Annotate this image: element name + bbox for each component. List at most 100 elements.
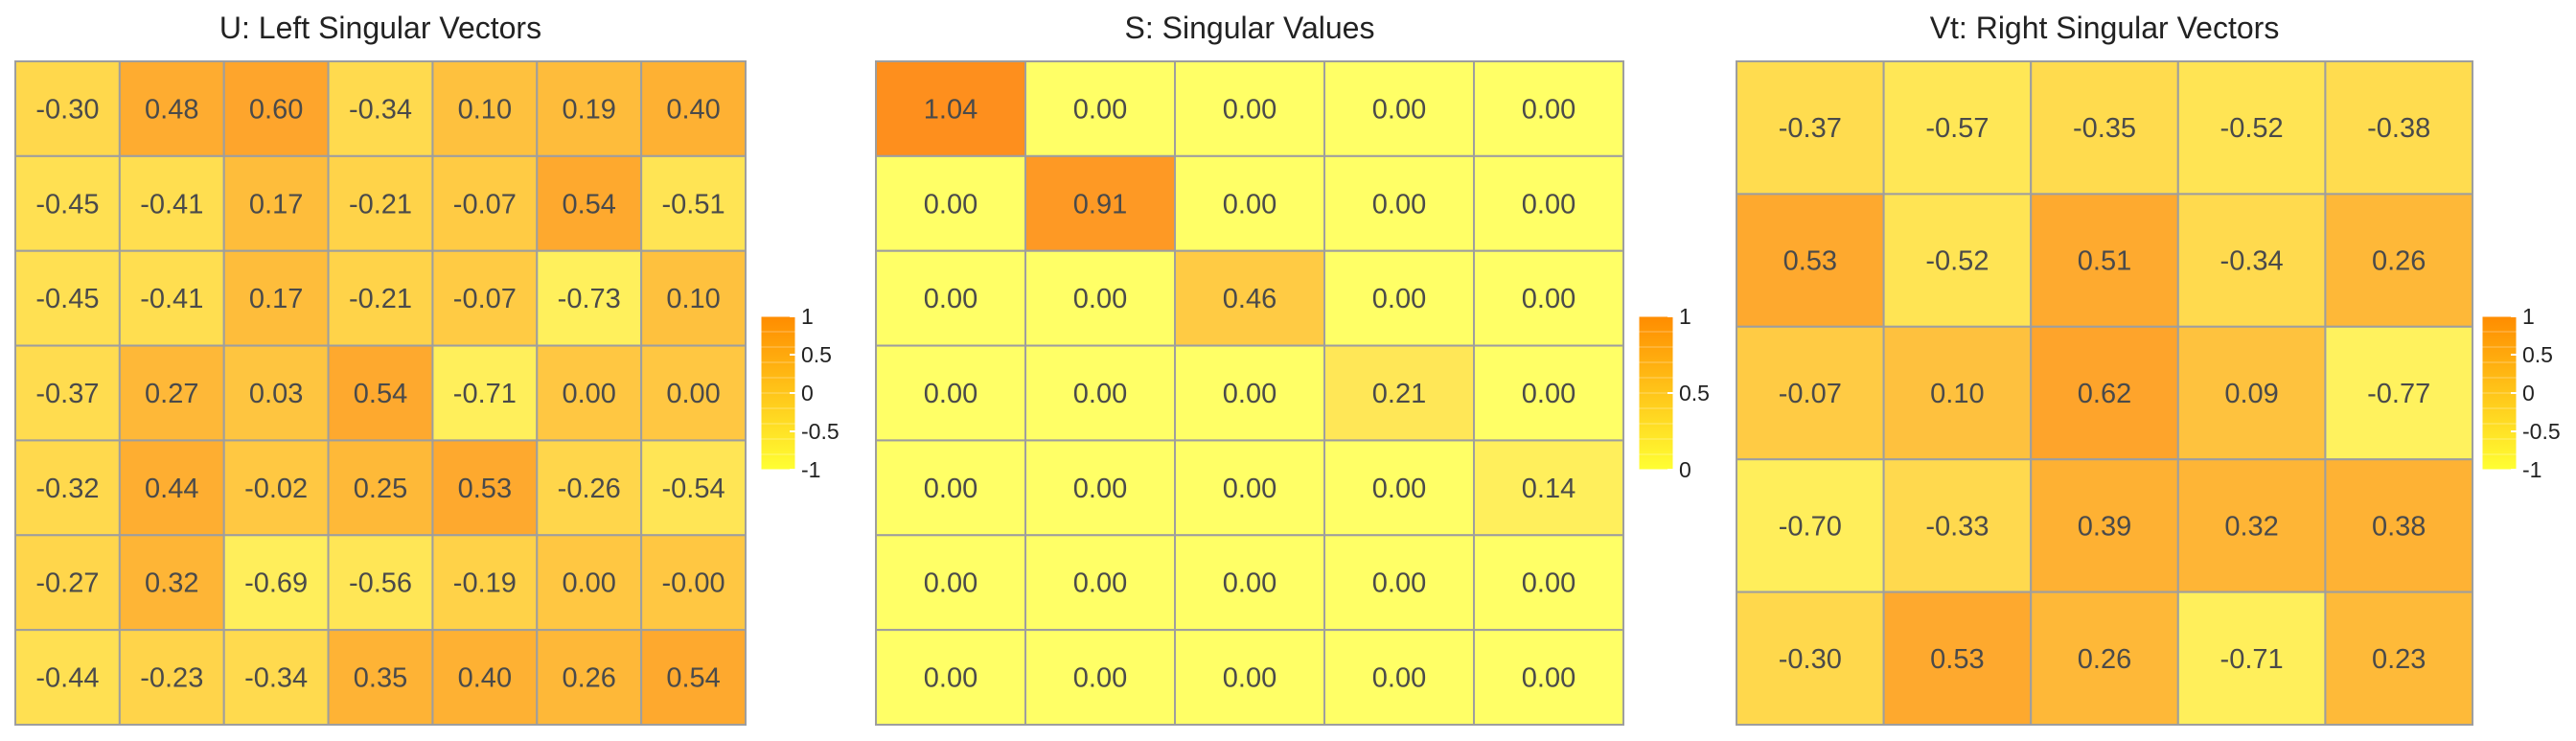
cell-value-label: 0.00 <box>1372 94 1426 125</box>
cell-value-label: 0.00 <box>1522 94 1576 125</box>
heatmap-cell <box>1323 629 1475 727</box>
cell-value-label: 0.00 <box>562 379 615 409</box>
heatmap-cell <box>536 249 643 347</box>
heatmap-cell <box>875 439 1026 537</box>
heatmap-cell <box>1323 439 1475 537</box>
cell-value-label: -0.69 <box>244 568 308 599</box>
cell-value-label: -0.77 <box>2367 379 2430 409</box>
heatmap-panel-1: U: Left Singular Vectors -0.30 0.48 0.60 -0.… <box>14 11 840 727</box>
heatmap-cell <box>2030 60 2179 196</box>
cell-value-label: 0.09 <box>2224 379 2278 409</box>
colorbar-tick-label: 0.5 <box>801 342 832 367</box>
heatmap-cell <box>14 344 121 442</box>
cell-value-label: 0.25 <box>354 474 407 504</box>
colorbar-tick-label: -0.5 <box>801 419 840 444</box>
heatmap-cell <box>118 60 225 157</box>
panel-title: U: Left Singular Vectors <box>219 11 541 45</box>
panel-title: S: Singular Values <box>1125 11 1375 45</box>
heatmap-cell <box>640 629 748 727</box>
cell-value-label: 0.00 <box>1073 379 1127 409</box>
cell-value-label: 0.54 <box>354 379 407 409</box>
heatmap-cell <box>14 629 121 727</box>
heatmap-cell <box>1024 249 1176 347</box>
cell-value-label: -0.37 <box>1779 113 1842 144</box>
cell-value-label: 0.00 <box>1372 663 1426 694</box>
cell-value-label: 0.00 <box>924 284 978 314</box>
heatmap-cell <box>536 629 643 727</box>
heatmap-cell <box>2176 60 2327 196</box>
heatmap-cell <box>875 154 1026 252</box>
heatmap-cell <box>1174 60 1325 157</box>
cell-value-label: 0.00 <box>924 189 978 220</box>
cell-value-label: -0.07 <box>453 189 517 220</box>
heatmap-cell <box>431 629 539 727</box>
cell-value-label: 0.39 <box>2078 511 2131 542</box>
heatmap-cell <box>2324 458 2473 593</box>
cell-value-label: -0.00 <box>662 568 725 599</box>
heatmap-cell <box>2324 590 2473 726</box>
colorbar: 1 0.5 0 -0.5 -1 <box>2481 304 2561 482</box>
cell-value-label: -0.54 <box>662 474 725 504</box>
cell-value-label: -0.41 <box>140 284 203 314</box>
heatmap-cell <box>1736 590 1885 726</box>
heatmap-cell <box>1174 439 1325 537</box>
cell-value-label: -0.45 <box>35 284 99 314</box>
heatmap-cell <box>1323 154 1475 252</box>
cell-value-label: -0.26 <box>558 474 621 504</box>
heatmap-cell <box>1473 60 1624 157</box>
cell-value-label: -0.70 <box>1779 511 1842 542</box>
cell-value-label: 0.48 <box>145 94 198 125</box>
heatmap-cell <box>1736 193 1885 328</box>
cell-value-label: 0.40 <box>458 663 512 694</box>
heatmap-cell <box>222 60 330 157</box>
cell-value-label: -0.07 <box>1779 379 1842 409</box>
cell-value-label: 0.00 <box>924 568 978 599</box>
heatmap-cell <box>222 154 330 252</box>
cell-value-label: 0.53 <box>1930 644 1984 675</box>
heatmap-panel-2: S: Singular Values 1.04 0.00 0.00 0.00 0.00 0.… <box>875 11 1710 727</box>
heatmap-cell <box>14 534 121 632</box>
cell-value-label: -0.56 <box>349 568 412 599</box>
cell-value-label: 0.00 <box>1223 568 1276 599</box>
cell-value-label: 0.62 <box>2078 379 2131 409</box>
cell-value-label: 0.10 <box>458 94 512 125</box>
heatmap-cell <box>1174 344 1325 442</box>
heatmap-cell <box>1882 325 2033 461</box>
cell-value-label: -0.35 <box>2073 113 2136 144</box>
heatmap-cell <box>327 629 434 727</box>
cell-value-label: -0.30 <box>35 94 99 125</box>
heatmap-panel-3: Vt: Right Singular Vectors -0.37 -0.57 -0.3… <box>1736 11 2561 726</box>
heatmap-cell <box>1174 629 1325 727</box>
cell-value-label: 0.38 <box>2372 511 2426 542</box>
cell-value-label: -0.33 <box>1925 511 1989 542</box>
cell-value-label: 0.26 <box>562 663 615 694</box>
heatmap-cell <box>2176 590 2327 726</box>
colorbar-tick-label: 1 <box>1679 304 1691 329</box>
heatmap-cell <box>2030 193 2179 328</box>
cell-value-label: -0.34 <box>2220 246 2284 277</box>
heatmap-cell <box>640 154 748 252</box>
cell-value-label: -0.07 <box>453 284 517 314</box>
heatmap-cell <box>1882 60 2033 196</box>
cell-value-label: 0.00 <box>666 379 720 409</box>
heatmap-cell <box>640 344 748 442</box>
colorbar-tick-label: 0 <box>801 381 814 405</box>
heatmap-cell <box>14 154 121 252</box>
cell-value-label: 0.14 <box>1522 474 1576 504</box>
cell-value-label: 0.26 <box>2078 644 2131 675</box>
cell-value-label: -0.52 <box>2220 113 2284 144</box>
heatmap-cell <box>640 249 748 347</box>
heatmap-cell <box>2030 590 2179 726</box>
heatmap-cell <box>2324 325 2473 461</box>
cell-value-label: -0.23 <box>140 663 203 694</box>
heatmap-cell <box>118 534 225 632</box>
cell-value-label: 0.00 <box>1372 568 1426 599</box>
cell-value-label: 0.46 <box>1223 284 1276 314</box>
heatmap-cell <box>431 154 539 252</box>
cell-value-label: 0.00 <box>1522 379 1576 409</box>
heatmap-cell <box>14 439 121 537</box>
cell-value-label: -0.32 <box>35 474 99 504</box>
cell-value-label: 0.32 <box>2224 511 2278 542</box>
heatmap-cell <box>1882 193 2033 328</box>
